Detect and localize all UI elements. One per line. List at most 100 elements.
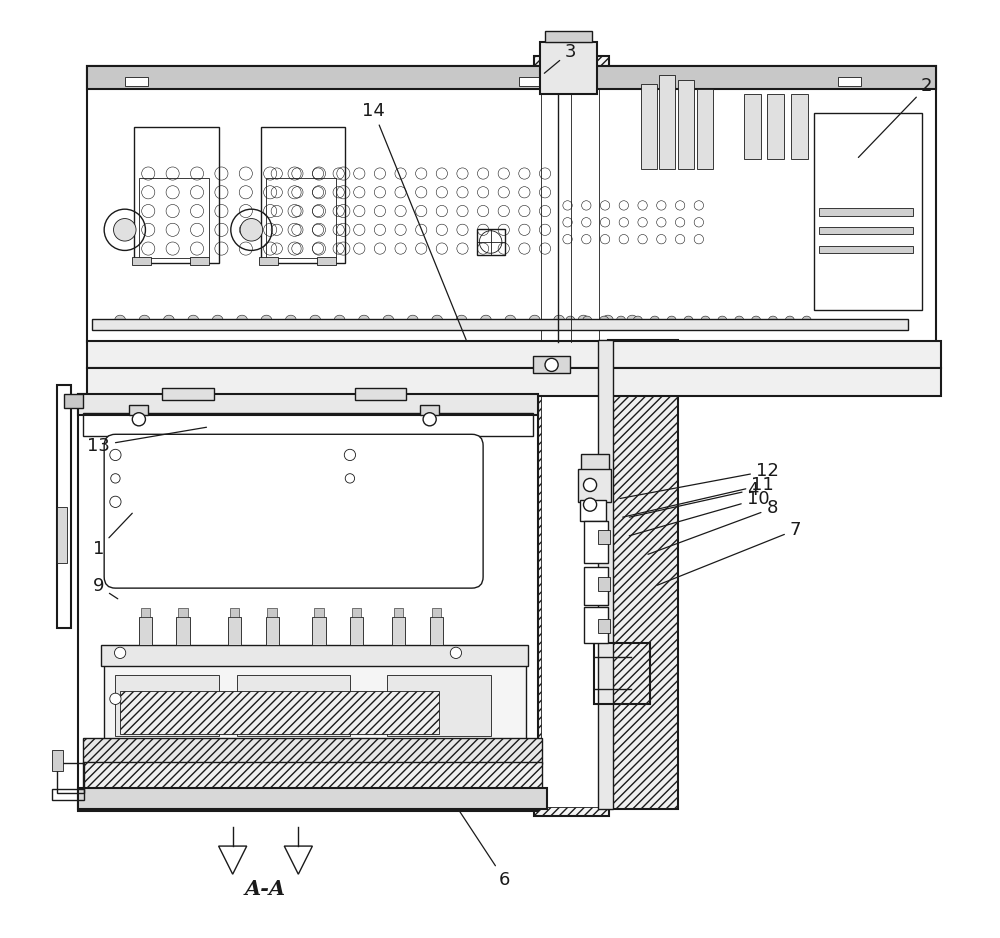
Bar xyxy=(134,127,219,263)
Text: 14: 14 xyxy=(362,101,466,340)
Circle shape xyxy=(599,316,609,325)
Bar xyxy=(115,675,219,736)
Bar xyxy=(178,608,188,617)
Bar xyxy=(608,340,678,809)
Circle shape xyxy=(718,316,727,325)
Bar xyxy=(598,577,610,591)
Circle shape xyxy=(344,449,356,461)
Circle shape xyxy=(358,315,370,326)
Text: 9: 9 xyxy=(93,577,118,598)
Text: 1: 1 xyxy=(93,513,132,558)
Text: 7: 7 xyxy=(657,521,801,585)
Circle shape xyxy=(583,316,592,325)
Circle shape xyxy=(583,498,597,511)
Bar xyxy=(267,608,277,617)
Bar xyxy=(162,388,214,400)
Bar xyxy=(767,94,784,159)
Bar xyxy=(52,789,84,800)
Circle shape xyxy=(110,496,121,507)
Bar xyxy=(697,89,713,169)
Circle shape xyxy=(751,316,761,325)
Circle shape xyxy=(583,478,597,492)
Circle shape xyxy=(310,315,321,326)
Circle shape xyxy=(633,316,643,325)
Text: 3: 3 xyxy=(544,42,576,73)
Text: 10: 10 xyxy=(629,490,769,536)
Bar xyxy=(139,178,209,258)
Bar xyxy=(139,617,152,645)
Circle shape xyxy=(114,647,126,658)
Bar xyxy=(387,675,491,736)
Circle shape xyxy=(553,315,565,326)
Bar xyxy=(819,208,913,216)
Circle shape xyxy=(285,315,296,326)
Bar xyxy=(578,469,611,502)
Bar xyxy=(838,77,861,86)
Bar xyxy=(432,608,441,617)
Text: A-A: A-A xyxy=(245,879,286,900)
Bar xyxy=(83,738,542,764)
Bar xyxy=(314,608,324,617)
Bar xyxy=(57,507,67,563)
Bar xyxy=(57,763,84,793)
Bar xyxy=(101,645,528,666)
Circle shape xyxy=(407,315,418,326)
Circle shape xyxy=(480,315,492,326)
Circle shape xyxy=(734,316,744,325)
Circle shape xyxy=(334,315,345,326)
Bar xyxy=(352,608,361,617)
Bar xyxy=(78,788,547,809)
Circle shape xyxy=(684,316,693,325)
FancyBboxPatch shape xyxy=(104,434,483,588)
Circle shape xyxy=(768,316,778,325)
Bar xyxy=(598,530,610,544)
Bar xyxy=(190,257,209,265)
Bar xyxy=(129,405,148,415)
Circle shape xyxy=(602,315,613,326)
Bar xyxy=(64,394,83,408)
Bar xyxy=(594,643,650,704)
Circle shape xyxy=(785,316,795,325)
Bar xyxy=(350,617,363,645)
Bar xyxy=(819,227,913,234)
Bar xyxy=(791,94,808,159)
Bar xyxy=(78,394,538,415)
Circle shape xyxy=(240,219,263,241)
Circle shape xyxy=(578,315,589,326)
Bar xyxy=(598,340,613,809)
Bar xyxy=(534,56,609,816)
Bar xyxy=(230,608,239,617)
Bar xyxy=(259,257,278,265)
Bar xyxy=(430,617,443,645)
Bar xyxy=(83,413,533,436)
Circle shape xyxy=(566,316,575,325)
Text: 6: 6 xyxy=(459,810,510,889)
Bar xyxy=(87,368,941,396)
Bar xyxy=(261,127,345,263)
Bar xyxy=(266,617,279,645)
Circle shape xyxy=(450,647,462,658)
Bar xyxy=(52,750,63,771)
Bar xyxy=(312,617,326,645)
Bar xyxy=(678,80,694,169)
Bar xyxy=(545,31,592,42)
Circle shape xyxy=(139,315,150,326)
Bar xyxy=(228,617,241,645)
Bar xyxy=(580,500,606,521)
Circle shape xyxy=(132,413,145,426)
Circle shape xyxy=(110,449,121,461)
Bar xyxy=(814,113,922,310)
Text: 8: 8 xyxy=(648,499,778,554)
Bar xyxy=(266,178,336,258)
Bar xyxy=(355,388,406,400)
Bar xyxy=(392,617,405,645)
Circle shape xyxy=(110,693,121,704)
Bar xyxy=(819,246,913,253)
Circle shape xyxy=(345,474,355,483)
Bar xyxy=(78,394,538,811)
Bar xyxy=(584,607,608,643)
Circle shape xyxy=(505,315,516,326)
Circle shape xyxy=(545,358,558,371)
Bar xyxy=(477,229,505,255)
Circle shape xyxy=(529,315,540,326)
